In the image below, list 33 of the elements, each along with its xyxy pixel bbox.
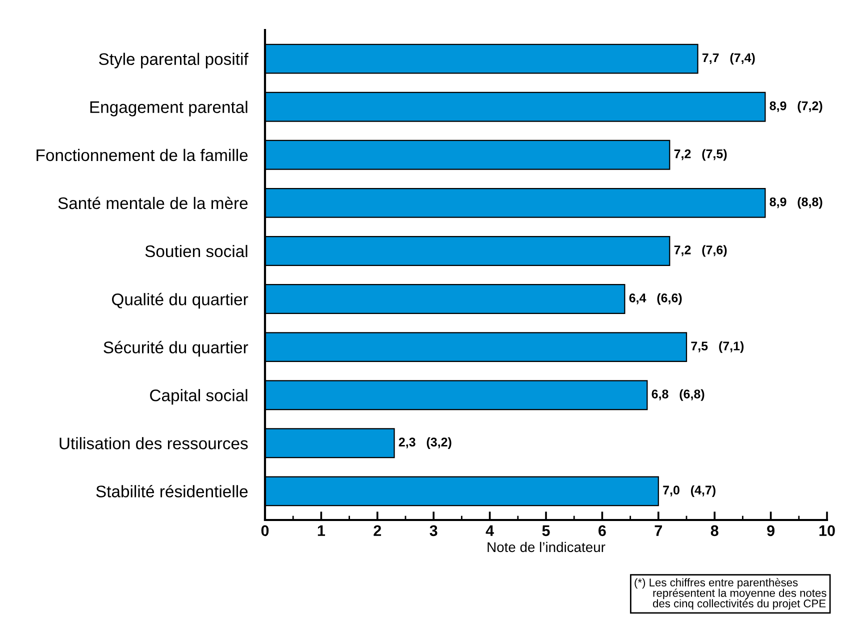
x-tick-label: 8: [710, 525, 718, 536]
data-label: 7,2 (7,5): [674, 149, 727, 161]
x-tick-label: 2: [374, 525, 382, 536]
data-label: 7,0 (4,7): [663, 485, 716, 498]
x-tick-label: 5: [542, 525, 550, 536]
x-tick-label: 7: [654, 525, 662, 536]
y-tick-label: Qualité du quartier: [112, 292, 248, 309]
x-axis-title: Note de l’indicateur: [488, 542, 606, 552]
data-label: 7,2 (7,6): [674, 245, 727, 257]
x-tick-label: 6: [598, 525, 606, 536]
y-tick-label: Santé mentale de la mère: [58, 196, 248, 210]
x-tick-label: 9: [767, 525, 774, 536]
data-label: 6,8 (6,8): [652, 389, 704, 401]
x-tick-label: 4: [486, 525, 494, 536]
data-label: 6,4 (6,6): [629, 293, 682, 305]
x-tick-label: 10: [819, 525, 835, 536]
x-tick-label: 0: [261, 525, 269, 536]
data-label: 8,9 (7,2): [770, 101, 822, 113]
x-tick-label: 1: [318, 525, 326, 536]
y-tick-label: Engagement parental: [90, 100, 248, 116]
x-tick-label: 3: [430, 525, 438, 536]
y-tick-label: Sécurité du quartier: [104, 340, 248, 357]
y-tick-label: Style parental positif: [99, 52, 248, 68]
y-tick-label: Fonctionnement de la famille: [36, 148, 248, 162]
data-label: 7,7 (7,4): [702, 52, 755, 65]
y-tick-label: Capital social: [150, 389, 248, 405]
data-label: 7,5 (7,1): [691, 341, 744, 353]
y-tick-label: Soutien social: [145, 244, 248, 258]
y-tick-label: Stabilité résidentielle: [96, 484, 248, 498]
data-label: 2,3 (3,2): [398, 437, 452, 449]
text: (*) Les chiffres entre parenthèses représentent la moyenne des notes des cinq collectivités du projet CPE: [634, 578, 826, 610]
y-tick-label: Utilisation des ressources: [60, 437, 248, 450]
data-label: 8,9 (8,8): [770, 197, 822, 209]
